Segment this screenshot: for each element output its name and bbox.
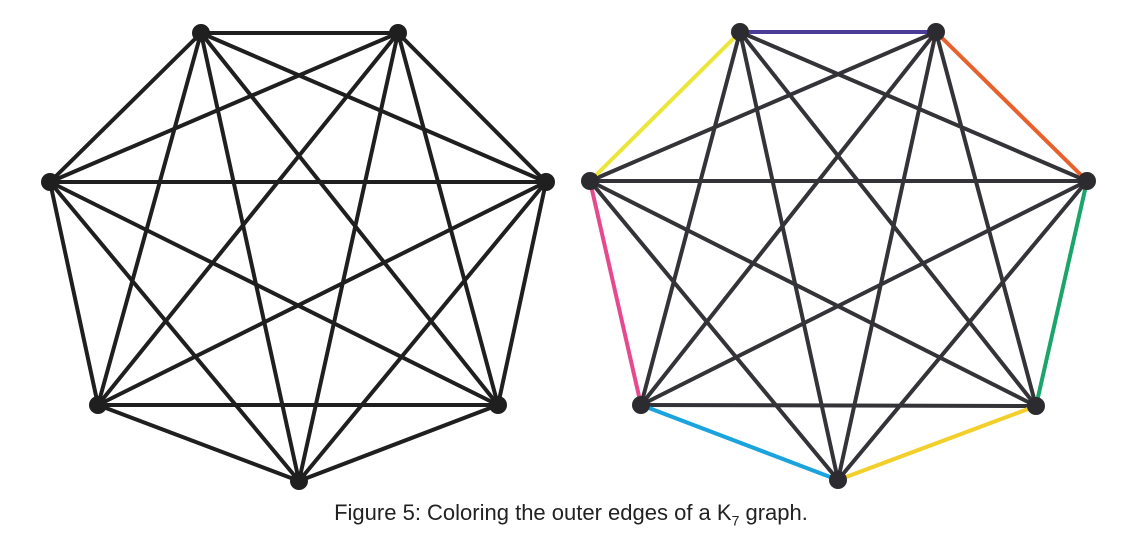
inner-edge (297, 180, 548, 483)
inner-edge (96, 31, 203, 407)
inner-edge (48, 31, 400, 184)
inner-edge (396, 31, 500, 407)
inner-edge (639, 30, 938, 407)
graph-vertex (731, 23, 749, 41)
graph-vertex (290, 472, 308, 490)
inner-edge (738, 30, 1089, 183)
outer-edge (297, 403, 500, 483)
k7-graph-outer-edges-colored (581, 23, 1096, 489)
inner-edge (588, 179, 840, 482)
outer-edge (396, 31, 548, 184)
graph-vertex (89, 396, 107, 414)
graph-vertex (829, 471, 847, 489)
inner-edge (588, 179, 1038, 408)
graph-vertex (489, 396, 507, 414)
outer-edge (96, 403, 301, 483)
graph-vertex (389, 24, 407, 42)
inner-edge (96, 180, 548, 407)
inner-edge (639, 179, 1089, 407)
figure-caption: Figure 5: Coloring the outer edges of a … (0, 500, 1142, 528)
inner-edge (48, 180, 500, 407)
inner-edge (588, 30, 938, 183)
inner-edge (836, 30, 938, 482)
outer-edge (639, 403, 840, 482)
inner-edge (48, 180, 301, 483)
graph-vertex (632, 396, 650, 414)
inner-edge (934, 30, 1038, 408)
graph-vertex (41, 173, 59, 191)
outer-edge (588, 179, 643, 407)
graph-vertex (1078, 172, 1096, 190)
k7-graph-uncolored (41, 24, 555, 490)
inner-edge (96, 31, 400, 407)
outer-edge (496, 180, 548, 407)
graph-vertex (581, 172, 599, 190)
inner-edge (297, 31, 400, 483)
inner-edge (836, 179, 1089, 482)
graph-vertex (1027, 397, 1045, 415)
caption-text: Figure 5: Coloring the outer edges of a … (334, 500, 732, 525)
inner-edge (738, 30, 840, 482)
graph-vertex (192, 24, 210, 42)
outer-edge (836, 404, 1038, 482)
inner-edge (639, 403, 1038, 408)
graph-vertex (927, 23, 945, 41)
graph-vertex (537, 173, 555, 191)
inner-edge (199, 31, 548, 184)
outer-edge (48, 31, 203, 184)
caption-suffix: graph. (739, 500, 808, 525)
inner-edge (639, 30, 742, 407)
outer-edge (1034, 179, 1089, 408)
outer-edge (934, 30, 1089, 183)
outer-edge (588, 30, 742, 183)
caption-subscript: 7 (731, 512, 740, 529)
outer-edge (48, 180, 100, 407)
